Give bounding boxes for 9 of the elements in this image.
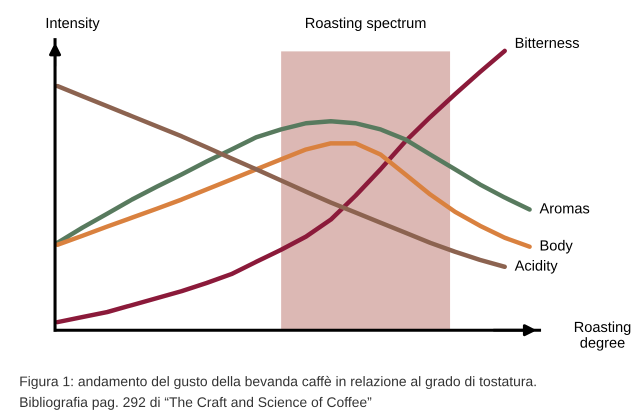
series-label: Bitterness	[516, 37, 579, 48]
x-axis-title: Roasting degree	[574, 321, 630, 351]
series-label: Acidity	[514, 260, 558, 274]
y-axis-title: Intensity	[46, 17, 100, 31]
series-label: Body	[540, 240, 573, 254]
text: Figura 1: andamento del gusto della bevanda caffè in relazione al grado di tostatura.	[20, 376, 536, 390]
series-label: Aromas	[540, 203, 590, 214]
text: Bibliografia pag. 292 di “The Craft and Science of Coffee”	[20, 396, 372, 410]
text: Roasting spectrum	[306, 17, 426, 31]
